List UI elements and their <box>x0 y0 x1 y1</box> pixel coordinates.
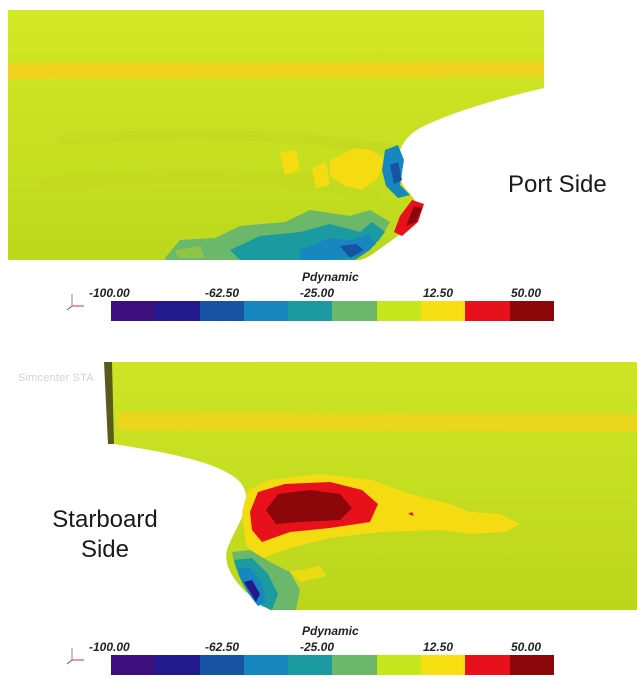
legend-color-cell <box>332 301 377 321</box>
legend-tick: -25.00 <box>300 286 335 300</box>
legend-color-cell <box>199 301 244 321</box>
legend-color-cell <box>509 301 554 321</box>
legend-tick: 12.50 <box>423 286 454 300</box>
watermark-logo: Simcenter STA <box>18 372 94 384</box>
legend-color-cell <box>376 301 422 321</box>
starboard-side-hull-surface <box>104 362 637 610</box>
legend-color-cell <box>288 301 333 321</box>
legend-tick: 50.00 <box>511 640 542 654</box>
port-side-hull-surface <box>8 10 544 260</box>
axis-triad-icon <box>66 648 84 665</box>
legend-color-cell <box>243 655 289 675</box>
legend-color-cell <box>465 655 510 675</box>
legend-color-cell <box>421 655 466 675</box>
legend-title: Pdynamic <box>302 624 359 638</box>
legend-color-cell <box>111 655 156 675</box>
legend-color-cell <box>243 301 289 321</box>
legend-color-cell <box>332 655 377 675</box>
legend-tick: 12.50 <box>423 640 454 654</box>
axis-triad-icon <box>66 294 84 311</box>
legend-color-cell <box>199 655 244 675</box>
legend-tick: -100.00 <box>89 286 130 300</box>
legend-title: Pdynamic <box>302 270 359 284</box>
starboard-side-label-text: Starboard Side <box>52 506 158 563</box>
legend-color-cell <box>465 301 510 321</box>
legend-color-cell <box>111 301 156 321</box>
legend-tick: 50.00 <box>511 286 542 300</box>
legend-color-bar <box>111 301 554 321</box>
legend-tick: -100.00 <box>89 640 130 654</box>
port-side-label: Port Side <box>508 171 607 198</box>
starboard-side-label: Starboard Side <box>45 505 165 565</box>
legend-tick: -62.50 <box>205 640 240 654</box>
legend-color-cell <box>288 655 333 675</box>
legend-color-cell <box>509 655 554 675</box>
starboard-side-panel: Simcenter STA Starboard Side <box>0 362 637 612</box>
legend-tick: -25.00 <box>300 640 335 654</box>
pressure-legend-starboard: Pdynamic -100.00 -62.50 -25.00 12.50 50.… <box>0 624 637 682</box>
legend-color-cell <box>421 301 466 321</box>
legend-color-cell <box>155 655 200 675</box>
legend-tick: -62.50 <box>205 286 240 300</box>
legend-color-cell <box>376 655 422 675</box>
port-side-panel: Port Side <box>0 0 637 260</box>
legend-color-cell <box>155 301 200 321</box>
legend-color-bar <box>111 655 554 675</box>
pressure-legend-port: Pdynamic -100.00 -62.50 -25.00 12.50 50.… <box>0 270 637 328</box>
